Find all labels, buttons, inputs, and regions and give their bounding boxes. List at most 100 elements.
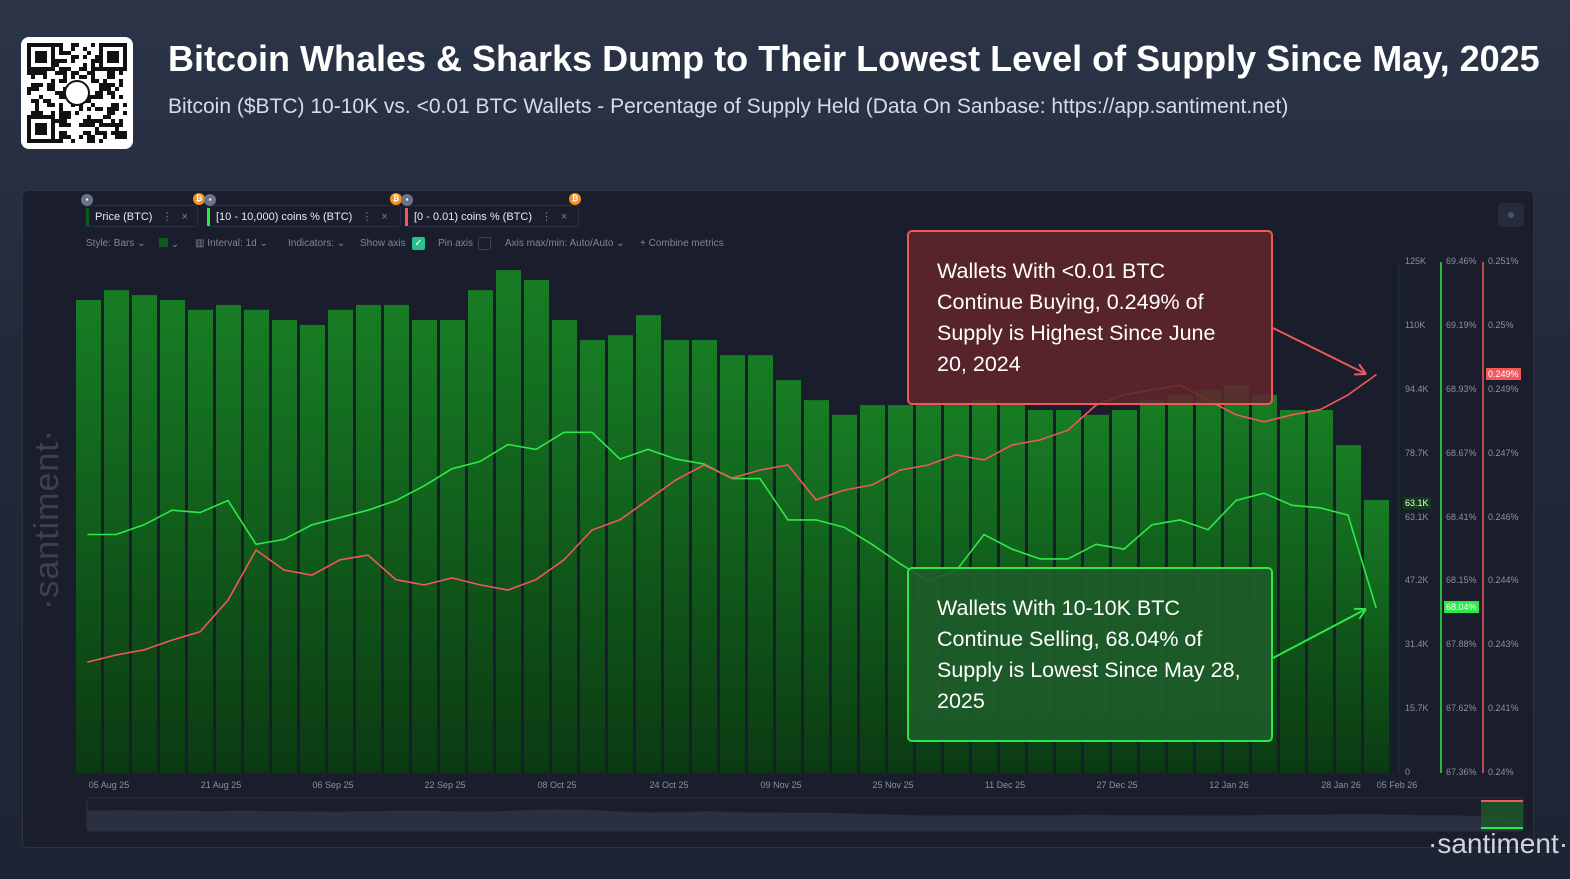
price-bar (552, 320, 577, 773)
qr-module (123, 135, 127, 139)
qr-module (91, 95, 95, 99)
qr-module (59, 139, 63, 143)
qr-module (119, 123, 123, 127)
qr-module (91, 59, 95, 63)
whales-point (227, 499, 229, 502)
x-tick: 21 Aug 25 (200, 780, 242, 790)
qr-module (119, 131, 123, 135)
qr-module (35, 83, 39, 87)
shrimp-point (899, 469, 901, 471)
shrimp-point (563, 558, 565, 561)
qr-module (31, 83, 35, 87)
qr-module (59, 51, 63, 55)
shrimp-point (395, 578, 397, 581)
shrimp-point (647, 499, 649, 501)
color-dropdown[interactable]: ⌄ (159, 238, 179, 250)
qr-module (55, 71, 59, 75)
qr-module (115, 135, 119, 139)
x-tick: 05 Feb 26 (1376, 780, 1418, 790)
more-icon[interactable]: ⋮ (161, 211, 173, 223)
qr-module (67, 51, 71, 55)
qr-module (75, 71, 79, 75)
combine-metrics-button[interactable]: + Combine metrics (640, 238, 724, 249)
whales-point (871, 543, 873, 546)
x-tick: 24 Oct 25 (649, 780, 689, 790)
qr-module (87, 51, 91, 55)
qr-module (67, 135, 71, 139)
whales-point (451, 468, 453, 470)
shrimp-point (759, 469, 761, 471)
whales-point (619, 458, 621, 460)
navigator-selection[interactable] (1481, 800, 1523, 830)
price-tick: 78.7K (1405, 447, 1429, 458)
qr-module (43, 99, 47, 103)
pin-axis-checkbox[interactable] (478, 237, 491, 250)
close-icon[interactable]: × (181, 211, 188, 223)
qr-finder (99, 43, 127, 71)
qr-module (107, 115, 111, 119)
close-icon[interactable]: × (381, 211, 388, 223)
qr-module (83, 55, 87, 59)
qr-module (115, 103, 119, 107)
close-icon[interactable]: × (560, 211, 568, 223)
show-axis-label: Show axis (360, 238, 406, 249)
price-tick: 31.4K (1405, 639, 1429, 650)
lock-icon: ▪ (81, 194, 93, 206)
settings-button[interactable] (1498, 203, 1524, 227)
shrimp-point (815, 499, 817, 501)
qr-module (107, 111, 111, 115)
qr-module (95, 119, 99, 123)
qr-module (103, 131, 107, 135)
style-dropdown[interactable]: Style: Bars ⌄ (86, 238, 146, 249)
price-tick: 110K (1405, 319, 1426, 330)
qr-module (63, 51, 67, 55)
qr-module (71, 47, 75, 51)
indicators-dropdown[interactable]: Indicators: ⌄ (288, 238, 346, 249)
more-icon[interactable]: ⋮ (361, 211, 373, 223)
qr-module (63, 67, 67, 71)
price-tick: 47.2K (1405, 575, 1429, 586)
shrimp-point (843, 489, 845, 491)
dot-icon (1508, 212, 1514, 218)
x-tick: 08 Oct 25 (537, 780, 577, 790)
shrimp-point (1235, 414, 1237, 416)
qr-module (47, 103, 51, 107)
shrimp-tick: 0.243% (1488, 639, 1519, 650)
qr-module (91, 67, 95, 71)
qr-module (63, 111, 67, 115)
color-swatch (159, 238, 168, 247)
tab-shrimp[interactable]: [0 - 0.01) coins % (BTC) ⋮ × (405, 205, 579, 227)
qr-module (71, 55, 75, 59)
show-axis-checkbox[interactable]: ✓ (412, 237, 425, 250)
qr-module (59, 111, 63, 115)
whales-point (1263, 492, 1265, 494)
whales-point (311, 524, 313, 526)
price-bar (692, 340, 717, 773)
axis-minmax-dropdown[interactable]: Axis max/min: Auto/Auto ⌄ (505, 238, 625, 249)
qr-module (123, 131, 127, 135)
qr-module (99, 131, 103, 135)
qr-module (99, 83, 103, 87)
qr-module (103, 135, 107, 139)
whales-point (367, 509, 369, 512)
shrimp-point (955, 453, 957, 456)
price-bar (1308, 409, 1333, 773)
whales-tick: 69.46% (1446, 256, 1477, 266)
whales-point (143, 524, 145, 526)
qr-module (27, 91, 31, 95)
interval-dropdown[interactable]: ▥ Interval: 1d ⌄ (195, 238, 268, 249)
qr-module (115, 127, 119, 131)
page-subtitle: Bitcoin ($BTC) 10-10K vs. <0.01 BTC Wall… (168, 95, 1289, 118)
tab-price[interactable]: Price (BTC) ⋮ × (86, 205, 198, 227)
qr-module (51, 103, 55, 107)
qr-module (31, 111, 35, 115)
qr-module (91, 135, 95, 139)
tab-whales[interactable]: [10 - 10,000) coins % (BTC) ⋮ × (207, 205, 401, 227)
more-icon[interactable]: ⋮ (540, 211, 552, 223)
color-marker (207, 208, 210, 226)
qr-module (55, 139, 59, 143)
shrimp-point (311, 574, 313, 576)
shrimp-point (87, 661, 89, 663)
qr-module (91, 123, 95, 127)
